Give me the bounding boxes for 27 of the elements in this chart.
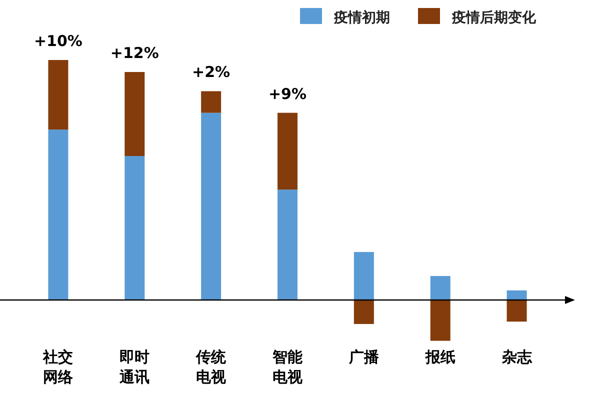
annotation: +10% (34, 32, 82, 50)
bar (201, 91, 222, 113)
bar (430, 276, 450, 300)
x-tick-label: 报纸 (424, 348, 456, 366)
bar (506, 300, 527, 322)
bar (124, 156, 145, 300)
bar (48, 130, 68, 300)
bar (48, 60, 68, 130)
x-tick-label: 社交网络 (42, 348, 74, 386)
legend-label: 疫情初期 (333, 9, 390, 26)
bar (201, 112, 222, 300)
x-tick-label: 杂志 (500, 348, 533, 366)
bar (354, 300, 374, 324)
bar (430, 300, 450, 341)
x-tick-label: 即时通讯 (118, 348, 150, 386)
x-tick-label: 智能电视 (272, 348, 304, 386)
x-tick-label: 传统电视 (195, 348, 228, 386)
annotation: +9% (268, 84, 307, 103)
bar (124, 72, 145, 156)
legend-label: 疫情后期变化 (451, 9, 537, 26)
bar (506, 290, 527, 300)
annotation: +12% (110, 44, 159, 62)
x-tick-label: 广播 (348, 348, 380, 366)
annotation: +2% (192, 63, 230, 82)
bar (278, 190, 298, 300)
bar (278, 112, 298, 190)
bar (354, 252, 374, 300)
